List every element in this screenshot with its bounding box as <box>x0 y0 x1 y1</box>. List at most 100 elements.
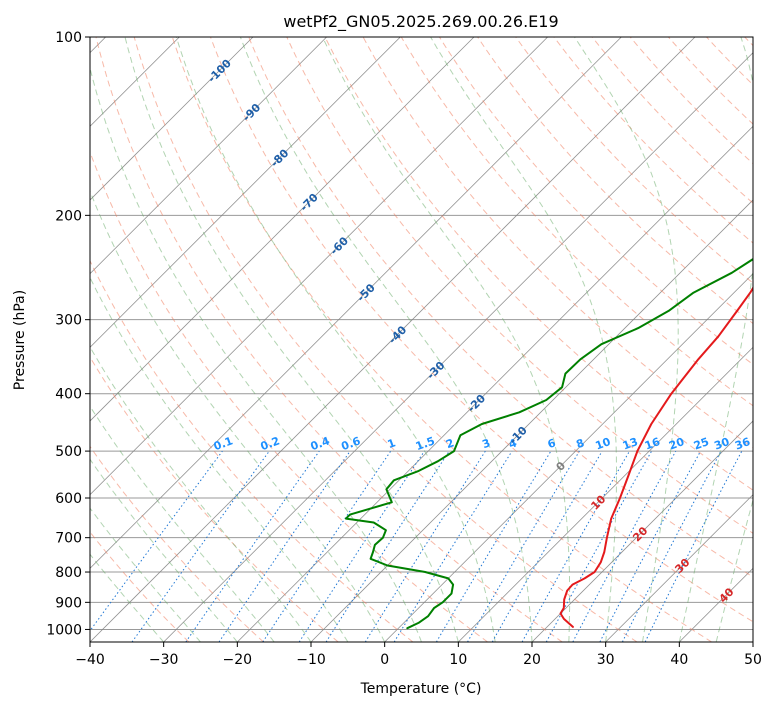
mixing-ratio-line <box>393 450 513 642</box>
mixing-ratio-label: 0.2 <box>259 434 282 453</box>
isotherm-line <box>310 199 753 642</box>
isotherm-line <box>90 37 475 422</box>
dry-adiabat-line <box>90 531 190 642</box>
y-tick-label: 200 <box>55 208 82 224</box>
dry-adiabat-line <box>171 37 712 642</box>
mixing-ratio-line <box>364 450 486 642</box>
isotherm-line <box>163 52 753 642</box>
temperature-profile-line <box>559 286 753 628</box>
x-tick-label: 0 <box>380 652 389 668</box>
mixing-ratio-line <box>572 450 677 642</box>
chart-title: wetPf2_GN05.2025.269.00.26.E19 <box>283 12 558 32</box>
moist-adiabat-line <box>90 458 238 642</box>
isotherm-label: -30 <box>424 359 447 382</box>
moist-adiabat-line <box>90 553 165 642</box>
isotherm-line <box>384 273 753 642</box>
x-tick-label: 30 <box>597 652 615 668</box>
y-tick-label: 1000 <box>46 622 82 638</box>
isotherm-label: -90 <box>240 101 263 124</box>
moist-adiabat-line <box>715 498 753 642</box>
isotherm-label: -50 <box>355 281 378 304</box>
x-tick-label: 40 <box>670 652 688 668</box>
mixing-ratio-label: 0.4 <box>309 434 332 453</box>
x-tick-label: 50 <box>744 652 762 668</box>
y-tick-label: 400 <box>55 387 82 403</box>
y-axis-label: Pressure (hPa) <box>12 290 28 390</box>
moist-adiabat-line <box>90 65 422 642</box>
isotherm-label: -20 <box>465 392 488 415</box>
mixing-ratio-label: 3 <box>480 436 492 451</box>
dry-adiabat-line <box>90 259 414 642</box>
isotherm-label: -100 <box>205 56 234 85</box>
isotherm-line <box>679 567 753 642</box>
dry-adiabat-line <box>744 37 753 47</box>
data-series <box>345 257 753 630</box>
dry-adiabat-line <box>95 37 563 642</box>
mixing-ratio-line <box>467 450 580 642</box>
background-grid <box>90 37 753 642</box>
isotherm-label: 10 <box>588 492 608 512</box>
dry-adiabat-line <box>90 445 264 642</box>
mixing-ratio-label: 6 <box>546 436 558 451</box>
x-tick-label: −40 <box>75 652 105 668</box>
mixing-ratio-label: 0.6 <box>340 434 363 453</box>
dry-adiabat-line <box>668 37 753 125</box>
isotherm-label: -40 <box>386 323 409 346</box>
mixing-ratio-line <box>262 450 392 642</box>
mixing-ratio-line <box>218 450 351 642</box>
mixing-ratio-line <box>435 450 552 642</box>
isotherm-line <box>90 37 254 201</box>
x-axis-label: Temperature (°C) <box>360 681 482 697</box>
x-tick-label: −30 <box>149 652 179 668</box>
plot-frame <box>89 36 754 643</box>
axes: −40 −30 −20 −10 0 10 20 30 40 5010020030040050060… <box>46 30 762 668</box>
mixing-ratio-label: 10 <box>594 435 613 453</box>
mixing-ratio-line <box>185 450 320 642</box>
y-tick-label: 800 <box>55 565 82 581</box>
mixing-ratio-line <box>90 450 223 632</box>
moist-adiabat-line <box>124 37 459 642</box>
y-tick-label: 600 <box>55 491 82 507</box>
moist-adiabat-line <box>175 37 496 642</box>
isotherm-label: -70 <box>298 191 321 214</box>
isotherm-label: 30 <box>672 556 692 576</box>
mixing-ratio-line <box>325 450 450 642</box>
isotherm-line <box>531 420 753 642</box>
x-tick-label: 10 <box>449 652 467 668</box>
moist-adiabat-line <box>322 37 571 642</box>
moist-adiabat-line <box>574 37 679 642</box>
isotherm-line <box>90 37 401 348</box>
mixing-ratio-label: 16 <box>643 435 662 453</box>
isotherm-label: 20 <box>630 524 650 544</box>
moist-adiabat-line <box>90 189 386 642</box>
mixing-ratio-label: 4 <box>507 436 519 451</box>
mixing-ratio-label: 8 <box>574 436 586 451</box>
dry-adiabat-line <box>210 37 753 623</box>
dry-adiabat-line <box>90 150 488 642</box>
y-tick-label: 700 <box>55 531 82 547</box>
dry-adiabat-line <box>90 356 339 642</box>
mixing-ratio-label: 1 <box>386 436 398 451</box>
mixing-ratio-label: 2 <box>444 436 456 451</box>
isotherm-line <box>237 125 753 642</box>
y-tick-label: 500 <box>55 444 82 460</box>
isotherm-line <box>605 494 753 642</box>
moist-adiabat-line <box>90 405 275 642</box>
x-tick-label: 20 <box>523 652 541 668</box>
isotherm-line <box>90 37 327 275</box>
mixing-ratio-label: 1.5 <box>414 434 437 453</box>
y-tick-label: 900 <box>55 595 82 611</box>
dry-adiabat-line <box>591 37 753 204</box>
moist-adiabat-line <box>90 276 349 642</box>
mixing-ratio-label: 13 <box>621 435 640 452</box>
isotherm-label: -80 <box>268 146 291 169</box>
dry-adiabat-line <box>400 37 753 407</box>
mixing-ratio-label: 30 <box>712 435 731 453</box>
moist-adiabat-line <box>430 37 617 642</box>
mixing-ratio-line <box>298 450 425 642</box>
mixing-ratio-label: 0.1 <box>212 434 235 453</box>
mixing-ratio-line <box>521 450 630 642</box>
moist-adiabat-line <box>239 37 533 642</box>
mixing-ratio-line <box>131 450 270 642</box>
isotherm-line <box>90 37 548 496</box>
